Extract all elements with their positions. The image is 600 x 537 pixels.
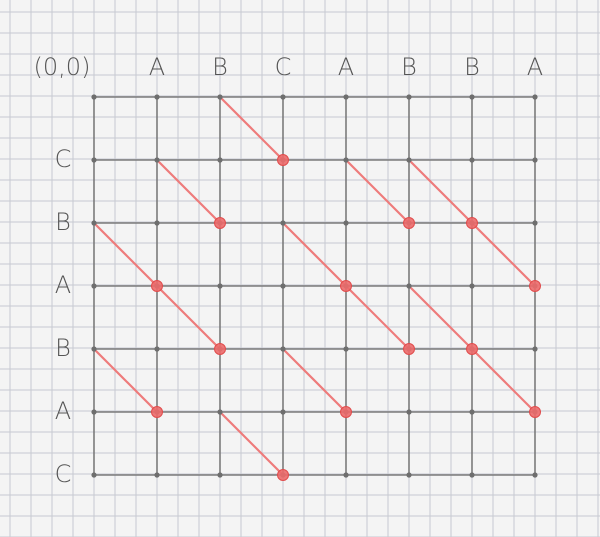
diagonal-edge <box>344 284 411 351</box>
left-sequence-label: B <box>55 208 71 236</box>
match-point <box>466 343 478 355</box>
grid-node <box>217 472 223 478</box>
grid-node <box>343 220 349 226</box>
match-point <box>151 280 163 292</box>
diagonal-edge <box>218 410 285 477</box>
grid-node <box>91 220 97 226</box>
top-sequence-label: C <box>275 53 292 81</box>
grid-node <box>469 409 475 415</box>
grid-node <box>343 94 349 100</box>
grid-node <box>91 346 97 352</box>
grid-node <box>343 157 349 163</box>
grid-node <box>406 283 412 289</box>
diagonal-edge <box>92 347 159 414</box>
top-sequence-label: A <box>338 53 354 81</box>
grid-node <box>532 220 538 226</box>
top-sequence-label: B <box>401 53 417 81</box>
grid-node <box>280 283 286 289</box>
grid-node <box>217 94 223 100</box>
grid-node <box>91 283 97 289</box>
diagonal-edge <box>407 158 474 225</box>
grid-node <box>154 346 160 352</box>
grid-node <box>217 283 223 289</box>
left-sequence-label: C <box>55 460 72 488</box>
grid-node <box>532 157 538 163</box>
diagonal-edge <box>407 284 474 351</box>
grid-node <box>469 157 475 163</box>
grid-node <box>343 346 349 352</box>
grid-node <box>469 472 475 478</box>
top-sequence-label: B <box>212 53 228 81</box>
grid-node <box>280 409 286 415</box>
match-point <box>466 217 478 229</box>
grid-node <box>343 472 349 478</box>
grid-node <box>154 220 160 226</box>
origin-label: (0,0) <box>34 53 91 81</box>
match-point <box>214 217 226 229</box>
grid-node <box>469 283 475 289</box>
match-diagonals <box>92 95 537 477</box>
grid-node <box>217 409 223 415</box>
sequence-labels: (0,0) A B C A B B A C B A B A C <box>34 53 544 488</box>
grid-node <box>532 94 538 100</box>
grid-node <box>154 472 160 478</box>
match-point <box>340 406 352 418</box>
grid-node <box>406 157 412 163</box>
left-sequence-label: A <box>55 271 71 299</box>
grid-node <box>406 94 412 100</box>
diagonal-edge <box>281 347 348 414</box>
grid-node <box>469 94 475 100</box>
match-point <box>340 280 352 292</box>
grid-node <box>406 472 412 478</box>
diagonal-edge <box>470 221 537 288</box>
grid-node <box>217 157 223 163</box>
match-point <box>277 469 289 481</box>
grid-node <box>154 157 160 163</box>
match-point <box>529 406 541 418</box>
diagonal-edge <box>470 347 537 414</box>
left-sequence-label: C <box>55 145 72 173</box>
diagonal-edge <box>281 221 348 288</box>
diagonal-edge <box>155 158 222 225</box>
match-points <box>151 154 541 481</box>
diagonal-edge <box>218 95 285 162</box>
grid-node <box>532 472 538 478</box>
grid-node <box>91 94 97 100</box>
diagonal-edge <box>155 284 222 351</box>
grid-node <box>280 220 286 226</box>
left-sequence-label: A <box>55 397 71 425</box>
match-point <box>403 343 415 355</box>
grid-node <box>91 409 97 415</box>
grid-node <box>280 94 286 100</box>
grid-node <box>154 94 160 100</box>
top-sequence-label: B <box>464 53 480 81</box>
grid-node <box>406 409 412 415</box>
grid-node <box>280 346 286 352</box>
diagonal-edge <box>344 158 411 225</box>
match-point <box>277 154 289 166</box>
match-point <box>403 217 415 229</box>
diagonal-edge <box>92 221 159 288</box>
grid-node <box>91 157 97 163</box>
top-sequence-label: A <box>149 53 165 81</box>
match-point <box>214 343 226 355</box>
match-point <box>529 280 541 292</box>
grid-node <box>532 346 538 352</box>
left-sequence-label: B <box>55 334 71 362</box>
match-point <box>151 406 163 418</box>
grid-node <box>91 472 97 478</box>
top-sequence-label: A <box>527 53 543 81</box>
